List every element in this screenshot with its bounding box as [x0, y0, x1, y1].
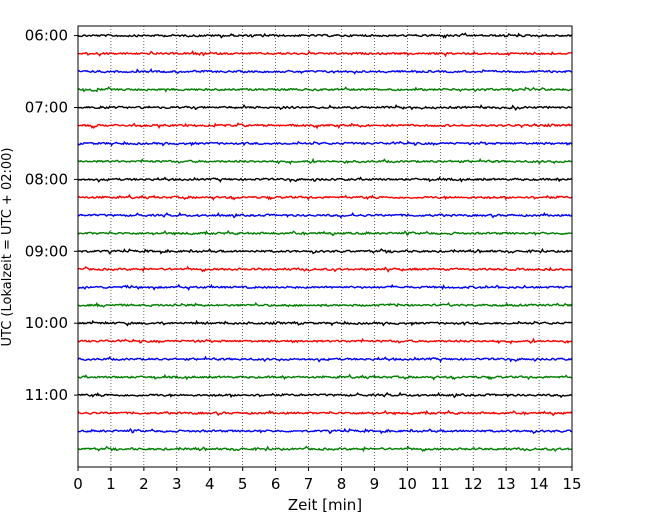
y-tick-label-2: 08:00 — [25, 170, 68, 188]
plot-frame — [77, 25, 573, 468]
trace-13 — [77, 265, 573, 273]
trace-1 — [77, 49, 573, 58]
x-tick-label-0: 0 — [73, 475, 83, 493]
y-tick-label-1: 07:00 — [25, 98, 68, 116]
trace-8 — [77, 176, 573, 183]
seismic-traces — [77, 32, 573, 453]
trace-7 — [77, 157, 573, 165]
trace-17 — [77, 337, 573, 345]
trace-20 — [78, 391, 573, 399]
x-tick-label-10: 10 — [398, 475, 417, 493]
x-tick-label-13: 13 — [497, 475, 516, 493]
x-tick-label-7: 7 — [304, 475, 314, 493]
trace-5 — [77, 122, 573, 130]
vertical-grid — [110, 26, 540, 467]
trace-21 — [77, 409, 573, 417]
x-tick-label-2: 2 — [139, 475, 149, 493]
trace-10 — [77, 211, 573, 219]
y-axis-label: UTC (Lokalzeit = UTC + 02:00) — [0, 148, 15, 347]
y-axis-ticks: 06:00 07:00 08:00 09:00 10:00 11:00 — [25, 27, 78, 404]
trace-2 — [77, 68, 573, 75]
trace-18 — [77, 355, 573, 363]
trace-23 — [78, 445, 573, 453]
x-tick-label-9: 9 — [370, 475, 380, 493]
y-tick-label-4: 10:00 — [25, 314, 68, 332]
trace-11 — [77, 229, 573, 237]
trace-19 — [77, 373, 573, 381]
trace-14 — [77, 283, 573, 292]
trace-6 — [77, 140, 573, 147]
x-tick-label-6: 6 — [271, 475, 281, 493]
trace-4 — [77, 103, 573, 111]
trace-9 — [77, 193, 573, 201]
y-tick-label-5: 11:00 — [25, 386, 68, 404]
trace-3 — [77, 86, 573, 93]
trace-12 — [77, 247, 573, 255]
x-axis-label: Zeit [min] — [288, 496, 362, 514]
x-tick-label-3: 3 — [172, 475, 182, 493]
x-tick-label-15: 15 — [562, 475, 581, 493]
y-tick-label-3: 09:00 — [25, 242, 68, 260]
x-tick-label-1: 1 — [106, 475, 116, 493]
x-tick-label-11: 11 — [431, 475, 450, 493]
x-tick-label-5: 5 — [238, 475, 248, 493]
trace-16 — [77, 319, 573, 327]
y-tick-label-0: 06:00 — [25, 27, 68, 45]
x-tick-label-8: 8 — [337, 475, 347, 493]
trace-22 — [78, 427, 573, 435]
trace-15 — [77, 301, 573, 308]
x-axis-ticks: 0 1 2 3 4 5 6 7 8 9 10 11 12 13 14 15 — [73, 467, 582, 493]
x-tick-label-4: 4 — [205, 475, 215, 493]
x-tick-label-14: 14 — [530, 475, 549, 493]
x-tick-label-12: 12 — [464, 475, 483, 493]
trace-0 — [77, 32, 573, 39]
